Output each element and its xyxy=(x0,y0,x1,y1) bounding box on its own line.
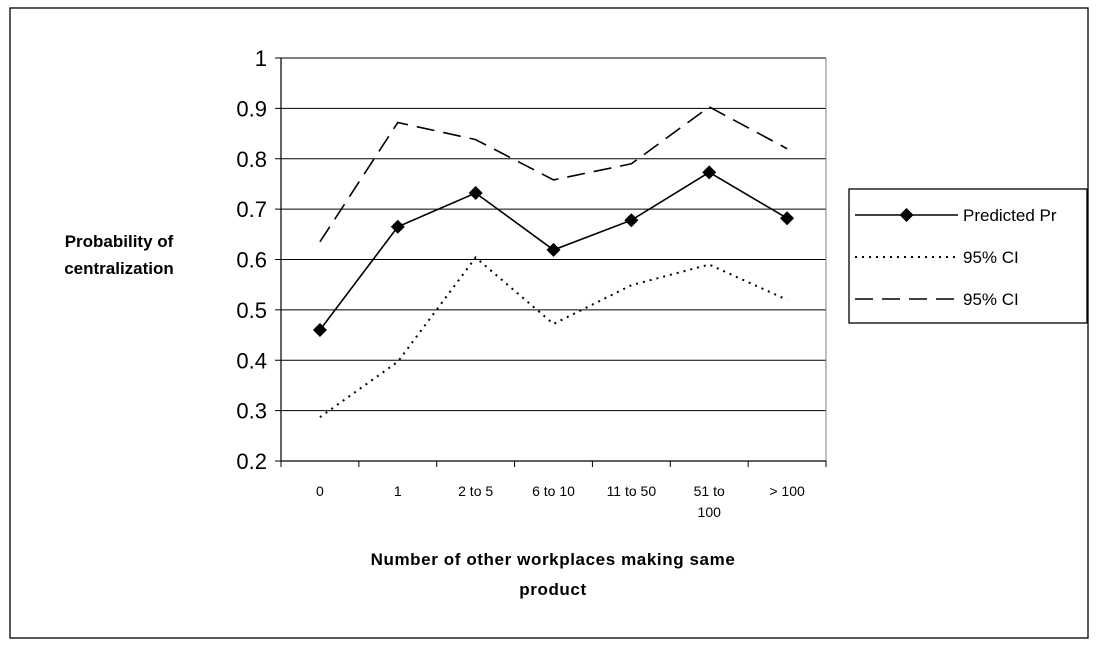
y-tick-label: 0.8 xyxy=(236,147,267,172)
y-axis-title-line: Probability of xyxy=(65,232,174,251)
data-point-marker xyxy=(624,213,639,228)
x-tick-label: 6 to 10 xyxy=(532,483,575,499)
x-tick-label-line: 1 xyxy=(394,483,402,499)
x-axis-title: Number of other workplaces making same pr… xyxy=(371,550,736,599)
data-point-marker xyxy=(702,165,717,180)
data-point-marker xyxy=(390,219,405,234)
data-point-marker xyxy=(468,186,483,201)
legend-label: Predicted Pr xyxy=(963,206,1057,225)
x-tick-label: 0 xyxy=(316,483,324,499)
legend-marker xyxy=(899,208,914,222)
legend-box xyxy=(848,188,1088,324)
y-tick-label: 0.9 xyxy=(236,96,267,121)
data-point-marker xyxy=(780,211,795,226)
y-tick-label: 0.2 xyxy=(236,449,267,474)
x-tick-label: 11 to 50 xyxy=(607,483,657,499)
x-tick-label: > 100 xyxy=(769,483,805,499)
legend-label: 95% CI xyxy=(963,248,1019,267)
x-tick-label: 51 to 100 xyxy=(694,483,725,520)
gridlines xyxy=(281,57,826,461)
y-tick-label: 0.3 xyxy=(236,399,267,424)
x-tick-label-line: 11 to 50 xyxy=(607,483,657,499)
x-tick-label-line: 6 to 10 xyxy=(532,483,575,499)
x-tick-label-line: 0 xyxy=(316,483,324,499)
axis-labels: Probability of centralization Number of ot… xyxy=(64,232,735,599)
axes: 1 0.9 0.8 0.7 0.6 0.5 0.4 0.3 0.2 0 1 2 to 5 6 to 10… xyxy=(236,46,827,520)
x-axis-title-line: product xyxy=(519,580,586,599)
x-tick-label: 2 to 5 xyxy=(458,483,493,499)
x-tick-label-line: > 100 xyxy=(769,483,805,499)
legend: Predicted Pr 95% CI 95% CI xyxy=(848,188,1088,324)
series-line xyxy=(319,105,788,243)
x-tick-label-line: 51 to xyxy=(694,483,725,499)
y-tick-label: 1 xyxy=(255,46,267,71)
y-tick-label: 0.5 xyxy=(236,298,267,323)
x-tick-label: 1 xyxy=(394,483,402,499)
series-group xyxy=(312,105,795,418)
data-point-marker xyxy=(312,323,327,338)
y-tick-label: 0.7 xyxy=(236,197,267,222)
x-tick-label-line: 100 xyxy=(698,504,722,520)
y-axis-title: Probability of centralization xyxy=(64,232,174,278)
y-axis-title-line: centralization xyxy=(64,259,174,278)
x-tick-label-line: 2 to 5 xyxy=(458,483,493,499)
y-tick-label: 0.4 xyxy=(236,348,267,373)
legend-label: 95% CI xyxy=(963,290,1019,309)
y-tick-label: 0.6 xyxy=(236,248,267,273)
data-point-marker xyxy=(546,242,561,257)
x-axis-title-line: Number of other workplaces making same xyxy=(371,550,736,569)
